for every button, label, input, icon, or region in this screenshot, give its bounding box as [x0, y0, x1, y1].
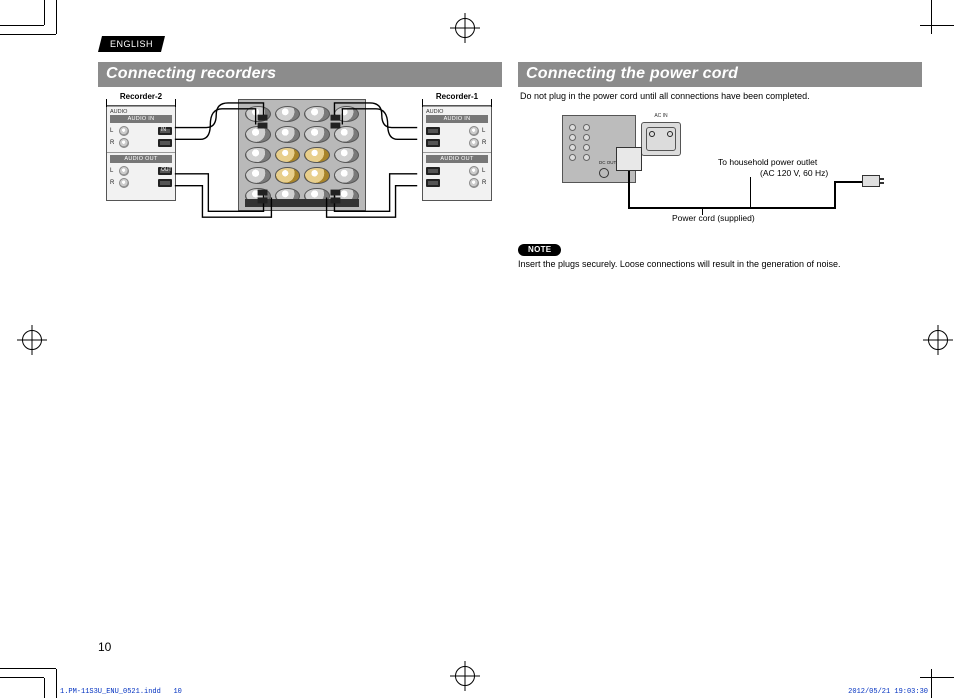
- cable-port-icon: IN: [158, 127, 172, 135]
- recorder-1-out-label: AUDIO OUT: [426, 155, 488, 163]
- footer-filename: 1.PM-11S3U_ENU_0521.indd 10: [60, 688, 182, 696]
- port-in-lbl: IN: [161, 127, 166, 133]
- ac-inlet-icon: AC IN: [641, 122, 681, 156]
- recorder-1-title: Recorder-1: [423, 92, 491, 101]
- cable-port-icon: [158, 139, 172, 147]
- recorder-2-audio: AUDIO: [110, 109, 127, 115]
- cable-port-icon: [426, 179, 440, 187]
- ac-in-label: AC IN: [642, 113, 680, 119]
- power-subtitle: Do not plug in the power cord until all …: [520, 91, 920, 101]
- rec1-out-L-label: L: [482, 168, 488, 174]
- footer-timestamp: 2012/05/21 19:03:30: [848, 688, 928, 696]
- cable-port-icon: [426, 139, 440, 147]
- recorder-2-in-label: AUDIO IN: [110, 115, 172, 123]
- recorder-2-title: Recorder-2: [107, 92, 175, 101]
- col-connecting-recorders: Connecting recorders Recorder-2 AUDIO AU…: [98, 62, 502, 269]
- heading-power: Connecting the power cord: [518, 62, 922, 87]
- rec2-in-R-label: R: [110, 140, 116, 146]
- rca-jack-icon: [469, 138, 479, 148]
- cable-port-icon: [426, 127, 440, 135]
- power-plug-connector-icon: [616, 147, 642, 171]
- cable-port-icon: [426, 167, 440, 175]
- rca-jack-icon: [119, 166, 129, 176]
- rec1-out-R-label: R: [482, 180, 488, 186]
- outlet-label-2: (AC 120 V, 60 Hz): [760, 168, 828, 178]
- recorder-1-audio: AUDIO: [426, 109, 443, 115]
- rca-jack-icon: [469, 166, 479, 176]
- outlet-label-1: To household power outlet: [718, 157, 817, 167]
- rec2-out-R-label: R: [110, 180, 116, 186]
- power-cord-label: Power cord (supplied): [672, 213, 755, 223]
- recorder-1-in-label: AUDIO IN: [426, 115, 488, 123]
- recorder-2-box: Recorder-2 AUDIO AUDIO IN LIN R AUDIO OU…: [106, 105, 176, 201]
- cable-port-icon: OUT: [158, 167, 172, 175]
- rca-jack-icon: [469, 178, 479, 188]
- wall-plug-icon: [862, 175, 880, 187]
- rca-jack-icon: [469, 126, 479, 136]
- rec1-in-L-label: L: [482, 128, 488, 134]
- cable-port-icon: [158, 179, 172, 187]
- rec2-in-L-label: L: [110, 128, 116, 134]
- language-tab: ENGLISH: [98, 36, 165, 52]
- page-number: 10: [98, 640, 111, 654]
- recorder-diagram: Recorder-2 AUDIO AUDIO IN L IN R AUDIO OU…: [98, 95, 502, 235]
- amplifier-rear-panel: [238, 99, 366, 211]
- note-pill: NOTE: [518, 244, 561, 256]
- col-connecting-power: Connecting the power cord Do not plug in…: [518, 62, 922, 269]
- rec1-in-R-label: R: [482, 140, 488, 146]
- recorder-1-box: Recorder-1 AUDIO AUDIO IN L R AUDIO OUT …: [422, 105, 492, 201]
- rca-jack-icon: [119, 178, 129, 188]
- port-out-lbl: OUT: [161, 167, 172, 173]
- recorder-2-out-label: AUDIO OUT: [110, 155, 172, 163]
- note-text: Insert the plugs securely. Loose connect…: [518, 259, 922, 269]
- rca-jack-icon: [119, 138, 129, 148]
- language-tab-text: ENGLISH: [110, 39, 153, 49]
- rec2-out-L-label: L: [110, 168, 116, 174]
- power-diagram: DC OUT AC IN To household power outlet: [518, 107, 922, 227]
- heading-recorders: Connecting recorders: [98, 62, 502, 87]
- rca-jack-icon: [119, 126, 129, 136]
